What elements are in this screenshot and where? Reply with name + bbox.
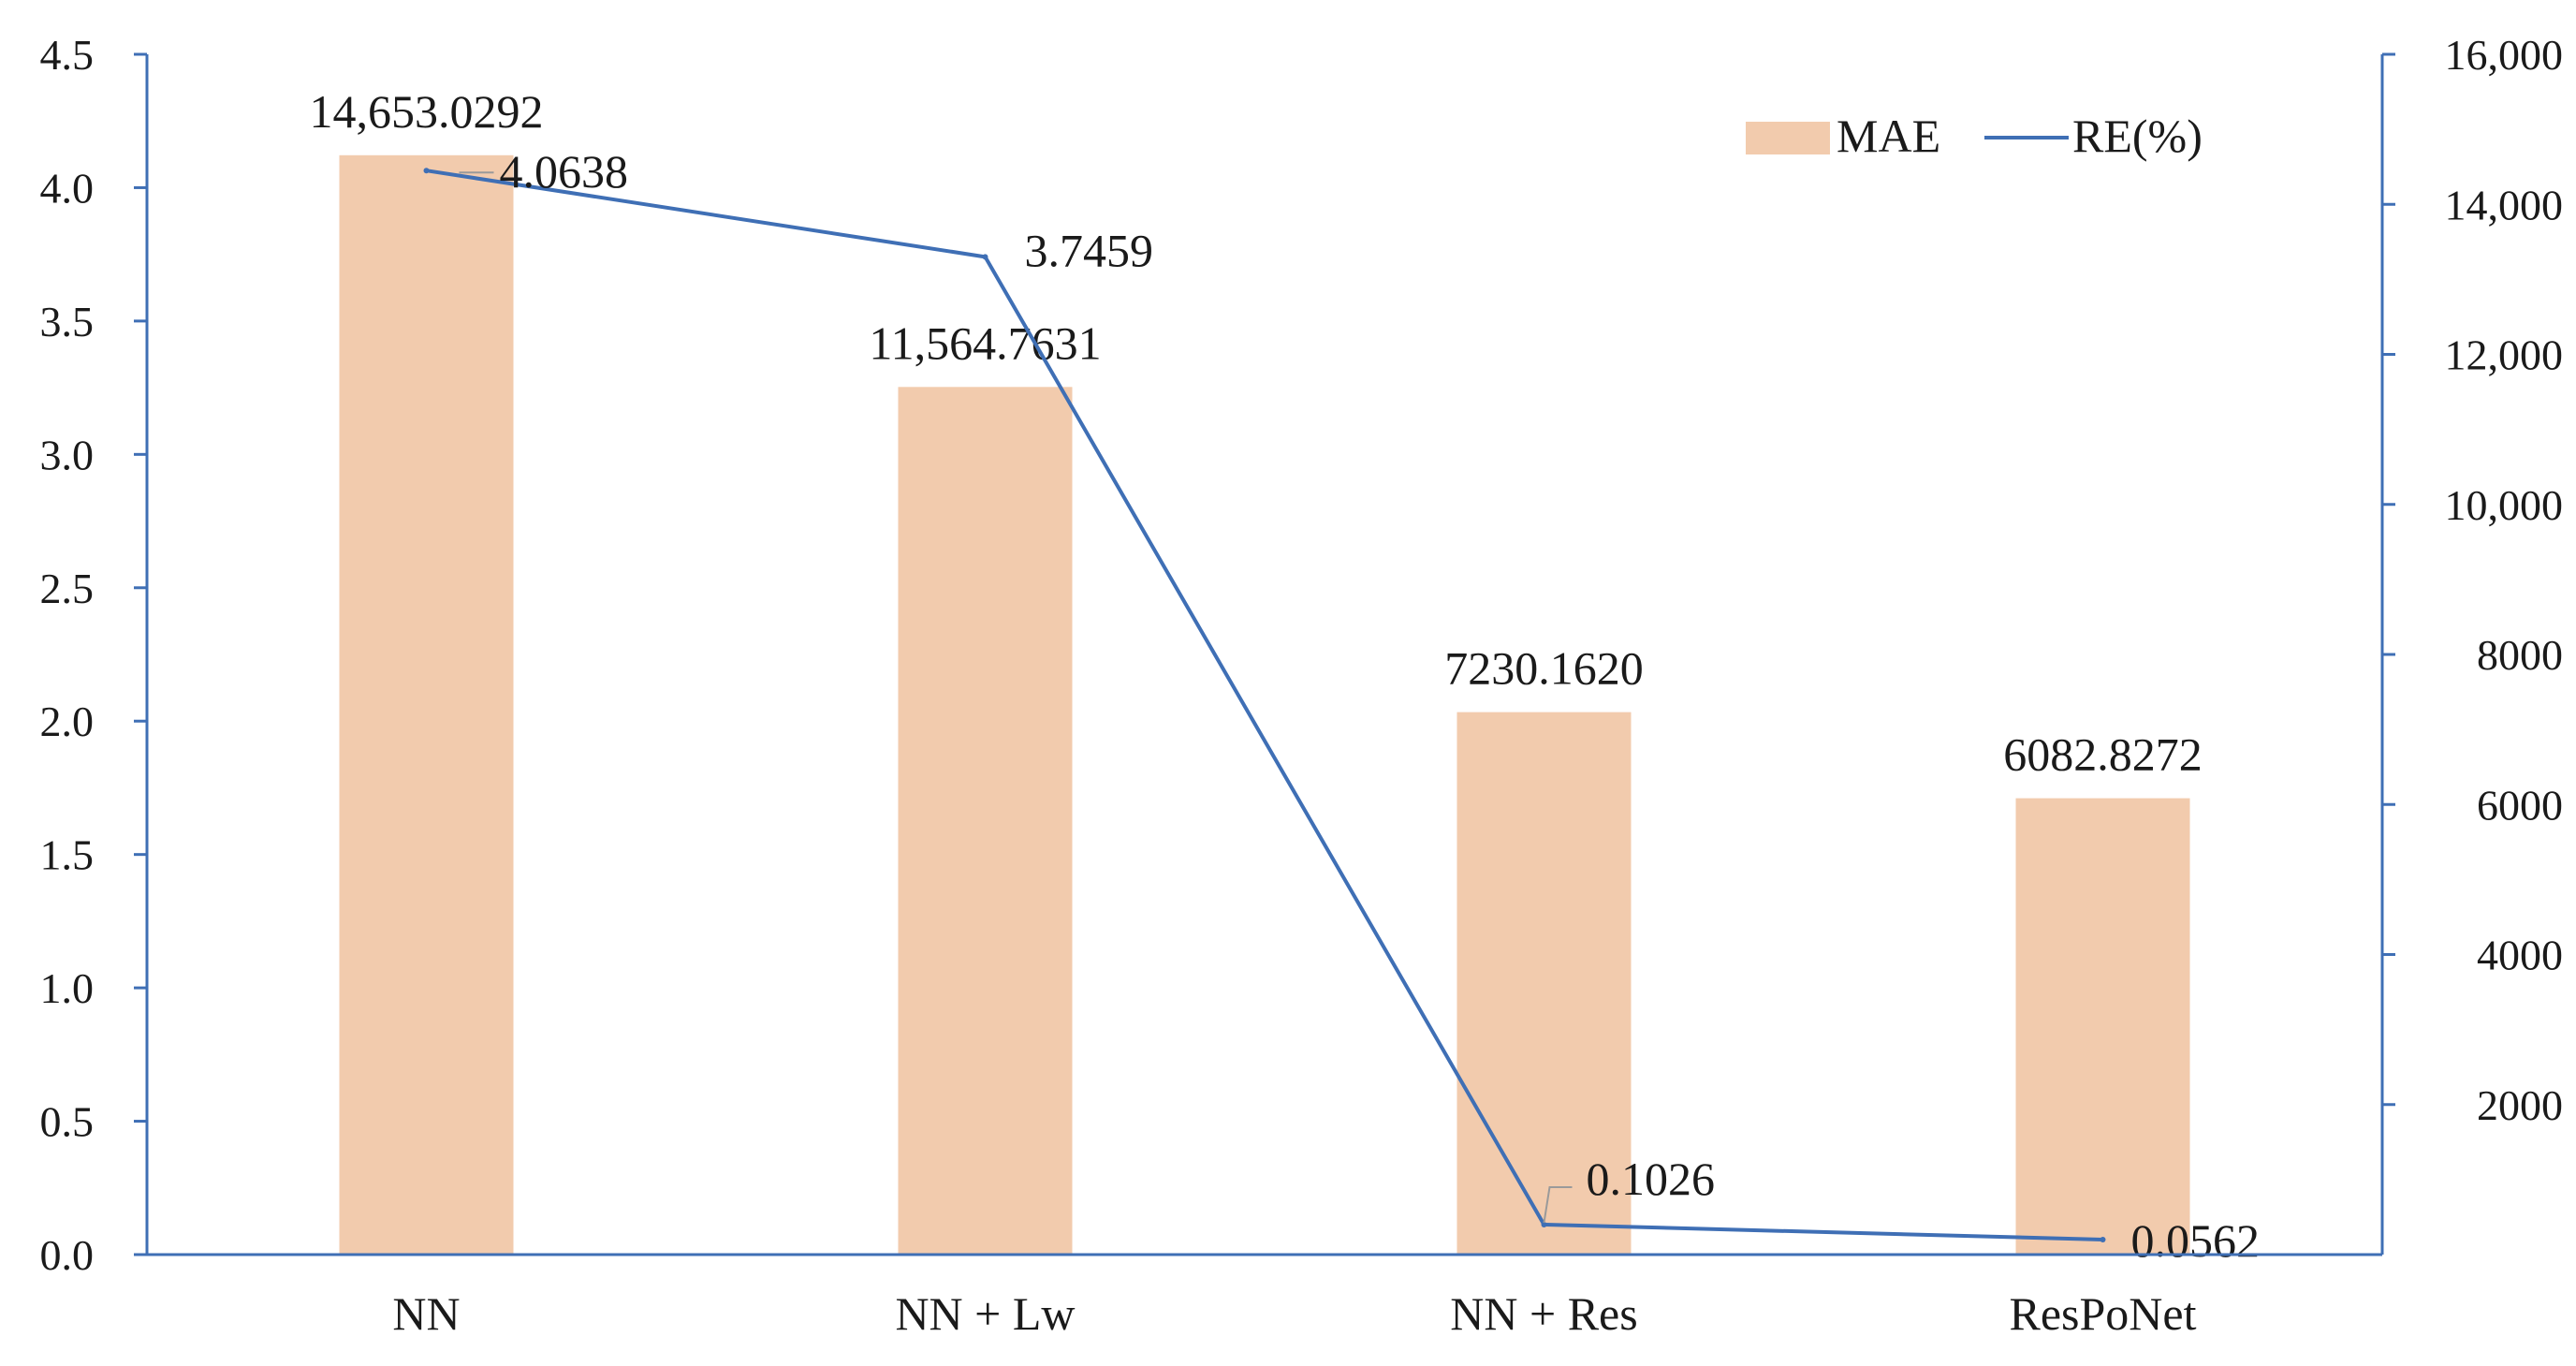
- left-tick-label: 3.0: [40, 431, 95, 478]
- re-point: [982, 254, 988, 260]
- right-tick-label: 2000: [2477, 1081, 2563, 1129]
- left-tick-label: 1.0: [40, 964, 95, 1012]
- x-tick-label: NN: [392, 1287, 460, 1340]
- left-tick-label: 1.5: [40, 831, 95, 879]
- left-tick-label: 3.5: [40, 298, 95, 345]
- x-tick-label: ResPoNet: [2010, 1287, 2197, 1340]
- re-point: [2100, 1236, 2106, 1242]
- x-tick-label: NN + Lw: [895, 1287, 1075, 1340]
- re-data-label: 3.7459: [1025, 224, 1154, 276]
- mae-data-labels: 14,653.0292 11,564.7631 7230.1620 6082.8272: [310, 85, 2203, 781]
- right-tick-label: 10,000: [2445, 481, 2564, 529]
- legend-mae-label: MAE: [1837, 110, 1940, 162]
- left-tick-label: 2.0: [40, 698, 95, 745]
- right-tick-label: 14,000: [2445, 181, 2564, 228]
- re-label-leader: [1543, 1185, 1573, 1224]
- x-axis: NN NN + Lw NN + Res ResPoNet: [147, 1253, 2382, 1340]
- mae-data-label: 11,564.7631: [869, 316, 1101, 369]
- left-tick-label: 0.0: [40, 1231, 95, 1279]
- right-tick-label: 6000: [2477, 781, 2563, 829]
- right-tick-label: 16,000: [2445, 31, 2564, 79]
- re-line-path: [426, 169, 2103, 1241]
- re-data-labels: 4.0638 3.7459 0.1026 0.0562: [459, 145, 2261, 1267]
- left-tick-label: 4.0: [40, 164, 95, 212]
- re-data-label: 0.1026: [1587, 1153, 1716, 1205]
- left-tick-label: 2.5: [40, 565, 95, 612]
- mae-data-label: 6082.8272: [2003, 728, 2203, 781]
- re-data-label: 4.0638: [500, 145, 629, 198]
- right-tick-label: 8000: [2477, 631, 2563, 679]
- mae-data-label: 7230.1620: [1444, 642, 1644, 695]
- mae-data-label: 14,653.0292: [310, 85, 544, 138]
- right-axis: 2000 4000 6000 8000 10,000 12,000 14,000 16,000: [2380, 31, 2564, 1255]
- mae-bar: [2015, 798, 2190, 1255]
- mae-bar: [339, 154, 514, 1255]
- mae-bar: [1456, 712, 1632, 1255]
- legend-mae-swatch: [1746, 122, 1830, 154]
- left-axis: 0.0 0.5 1.0 1.5 2.0 2.5 3.0 3.5 4.0 4.5: [40, 31, 149, 1279]
- right-tick-label: 4000: [2477, 932, 2563, 979]
- re-line: [423, 168, 2106, 1242]
- re-point: [1541, 1221, 1547, 1227]
- re-data-label: 0.0562: [2131, 1214, 2261, 1267]
- right-tick-label: 12,000: [2445, 331, 2564, 379]
- mae-bars: [339, 154, 2190, 1255]
- legend-re-label: RE(%): [2072, 110, 2203, 162]
- x-tick-label: NN + Res: [1450, 1287, 1637, 1340]
- re-point: [423, 168, 430, 174]
- mae-bar: [898, 387, 1073, 1255]
- left-tick-label: 4.5: [40, 31, 95, 79]
- left-tick-label: 0.5: [40, 1098, 95, 1146]
- legend: MAE RE(%): [1746, 110, 2203, 162]
